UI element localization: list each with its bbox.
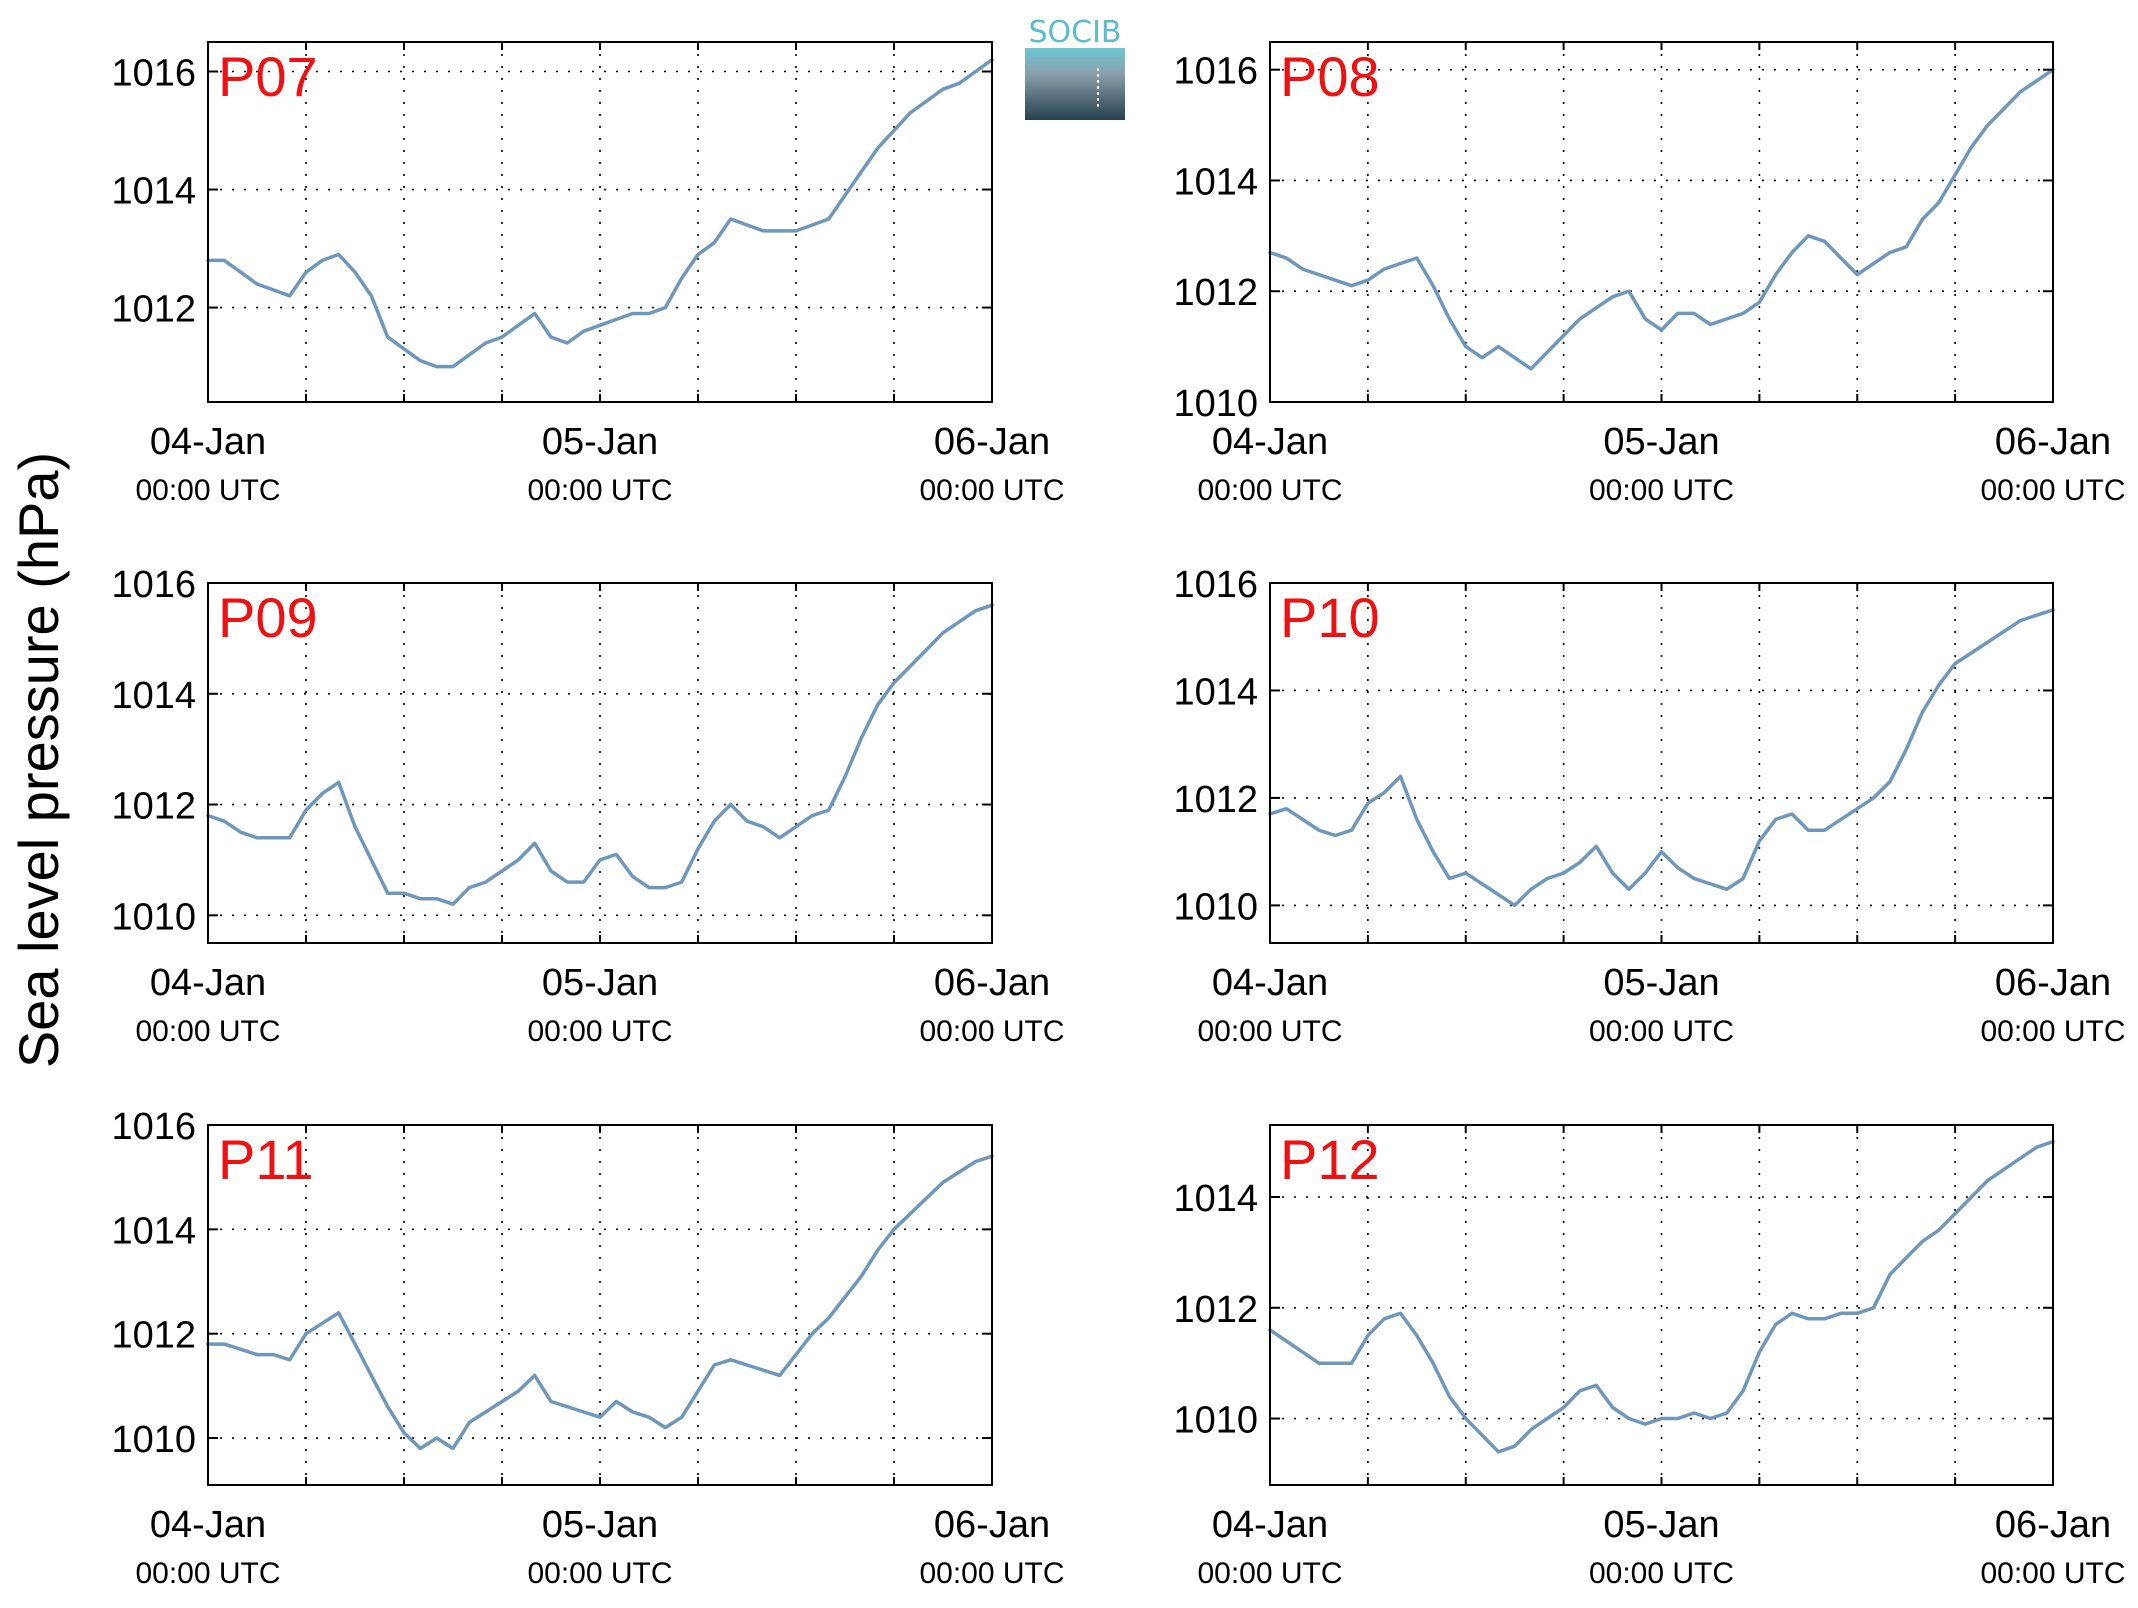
y-tick-label: 1014 <box>1173 1178 1258 1220</box>
y-tick-label: 1014 <box>111 1210 196 1252</box>
x-tick-label-date: 05-Jan <box>542 1504 658 1546</box>
x-tick-label-time: 00:00 UTC <box>135 1015 280 1048</box>
panels: 1012 1014 1016 04-Jan 00:00 UTC 05-Jan 00:00 U… <box>111 41 2126 1590</box>
panel-label: P07 <box>218 45 318 108</box>
y-axis-label: Sea level pressure (hPa) <box>7 452 70 1068</box>
y-tick-label: 1016 <box>111 564 196 606</box>
x-tick-label-time: 00:00 UTC <box>1589 1557 1734 1590</box>
panel-label: P09 <box>218 586 318 649</box>
x-tick-label-date: 05-Jan <box>542 421 658 463</box>
x-tick-label-time: 00:00 UTC <box>527 1015 672 1048</box>
y-tick-label: 1010 <box>111 896 196 938</box>
y-tick-label: 1012 <box>1173 272 1258 314</box>
x-tick-label-time: 00:00 UTC <box>135 1557 280 1590</box>
y-tick-label: 1014 <box>1173 161 1258 203</box>
panel-p10: 1010 1012 1014 1016 04-Jan 00:00 UTC 05-Jan 00:… <box>1173 564 2125 1048</box>
series-line <box>1268 608 2055 908</box>
y-tick-label: 1010 <box>1173 1400 1258 1442</box>
x-tick-label-date: 06-Jan <box>934 421 1050 463</box>
x-tick-label-date: 05-Jan <box>1603 962 1719 1004</box>
y-tick-label: 1012 <box>111 786 196 828</box>
x-tick-label-date: 04-Jan <box>1212 421 1328 463</box>
x-tick-label-date: 04-Jan <box>1212 1504 1328 1546</box>
x-tick-label-time: 00:00 UTC <box>135 474 280 507</box>
y-tick-label: 1014 <box>111 171 196 213</box>
x-tick-label-date: 05-Jan <box>542 962 658 1004</box>
panel-p09: 1010 1012 1014 1016 04-Jan 00:00 UTC 05-Jan 00:… <box>111 564 1064 1048</box>
x-tick-label-time: 00:00 UTC <box>1980 1015 2125 1048</box>
y-tick-label: 1012 <box>111 289 196 331</box>
x-tick-label-date: 04-Jan <box>1212 962 1328 1004</box>
y-tick-label: 1014 <box>111 675 196 717</box>
y-tick-label: 1016 <box>1173 51 1258 93</box>
logo-text: SOCIB <box>1028 15 1121 50</box>
y-tick-label: 1012 <box>111 1315 196 1357</box>
series-line <box>206 1154 994 1451</box>
y-tick-label: 1016 <box>1173 564 1258 606</box>
x-tick-label-time: 00:00 UTC <box>1197 474 1342 507</box>
x-tick-label-time: 00:00 UTC <box>1197 1015 1342 1048</box>
x-tick-label-date: 04-Jan <box>150 421 266 463</box>
y-tick-label: 1012 <box>1173 779 1258 821</box>
panel-label: P12 <box>1280 1128 1380 1191</box>
socib-logo: SOCIB <box>1025 15 1125 120</box>
x-tick-label-date: 04-Jan <box>150 1504 266 1546</box>
x-tick-label-time: 00:00 UTC <box>527 474 672 507</box>
series-line <box>206 603 994 906</box>
x-tick-label-date: 06-Jan <box>1995 421 2111 463</box>
x-tick-label-time: 00:00 UTC <box>1589 474 1734 507</box>
x-tick-label-time: 00:00 UTC <box>919 1557 1064 1590</box>
panel-label: P11 <box>218 1128 313 1191</box>
x-tick-label-date: 04-Jan <box>150 962 266 1004</box>
x-tick-label-date: 05-Jan <box>1603 1504 1719 1546</box>
x-tick-label-date: 05-Jan <box>1603 421 1719 463</box>
panel-p11: 1010 1012 1014 1016 04-Jan 00:00 UTC 05-Jan 00:… <box>111 1106 1064 1590</box>
x-tick-label-date: 06-Jan <box>1995 1504 2111 1546</box>
x-tick-label-time: 00:00 UTC <box>919 1015 1064 1048</box>
panel-p12: 1010 1012 1014 04-Jan 00:00 UTC 05-Jan 00:00 U… <box>1173 1124 2126 1590</box>
x-tick-label-date: 06-Jan <box>934 1504 1050 1546</box>
series-line <box>206 57 994 369</box>
y-tick-label: 1016 <box>111 53 196 95</box>
x-tick-label-date: 06-Jan <box>1995 962 2111 1004</box>
y-tick-label: 1010 <box>1173 886 1258 928</box>
x-tick-label-time: 00:00 UTC <box>1980 474 2125 507</box>
x-tick-label-time: 00:00 UTC <box>1980 1557 2125 1590</box>
x-tick-label-time: 00:00 UTC <box>1589 1015 1734 1048</box>
x-tick-label-time: 00:00 UTC <box>527 1557 672 1590</box>
y-tick-label: 1014 <box>1173 671 1258 713</box>
y-tick-label: 1012 <box>1173 1289 1258 1331</box>
y-tick-label: 1010 <box>1173 383 1258 425</box>
x-tick-label-time: 00:00 UTC <box>1197 1557 1342 1590</box>
panel-p07: 1012 1014 1016 04-Jan 00:00 UTC 05-Jan 00:00 U… <box>111 41 1065 507</box>
y-tick-label: 1010 <box>111 1419 196 1461</box>
x-tick-label-time: 00:00 UTC <box>919 474 1064 507</box>
series-line <box>1268 67 2055 371</box>
panel-p08: 1010 1012 1014 1016 04-Jan 00:00 UTC 05-Jan 00:… <box>1173 41 2126 507</box>
panel-label: P10 <box>1280 586 1380 649</box>
series-line <box>1268 1139 2055 1454</box>
panel-label: P08 <box>1280 45 1380 108</box>
x-tick-label-date: 06-Jan <box>934 962 1050 1004</box>
y-tick-label: 1016 <box>111 1106 196 1148</box>
